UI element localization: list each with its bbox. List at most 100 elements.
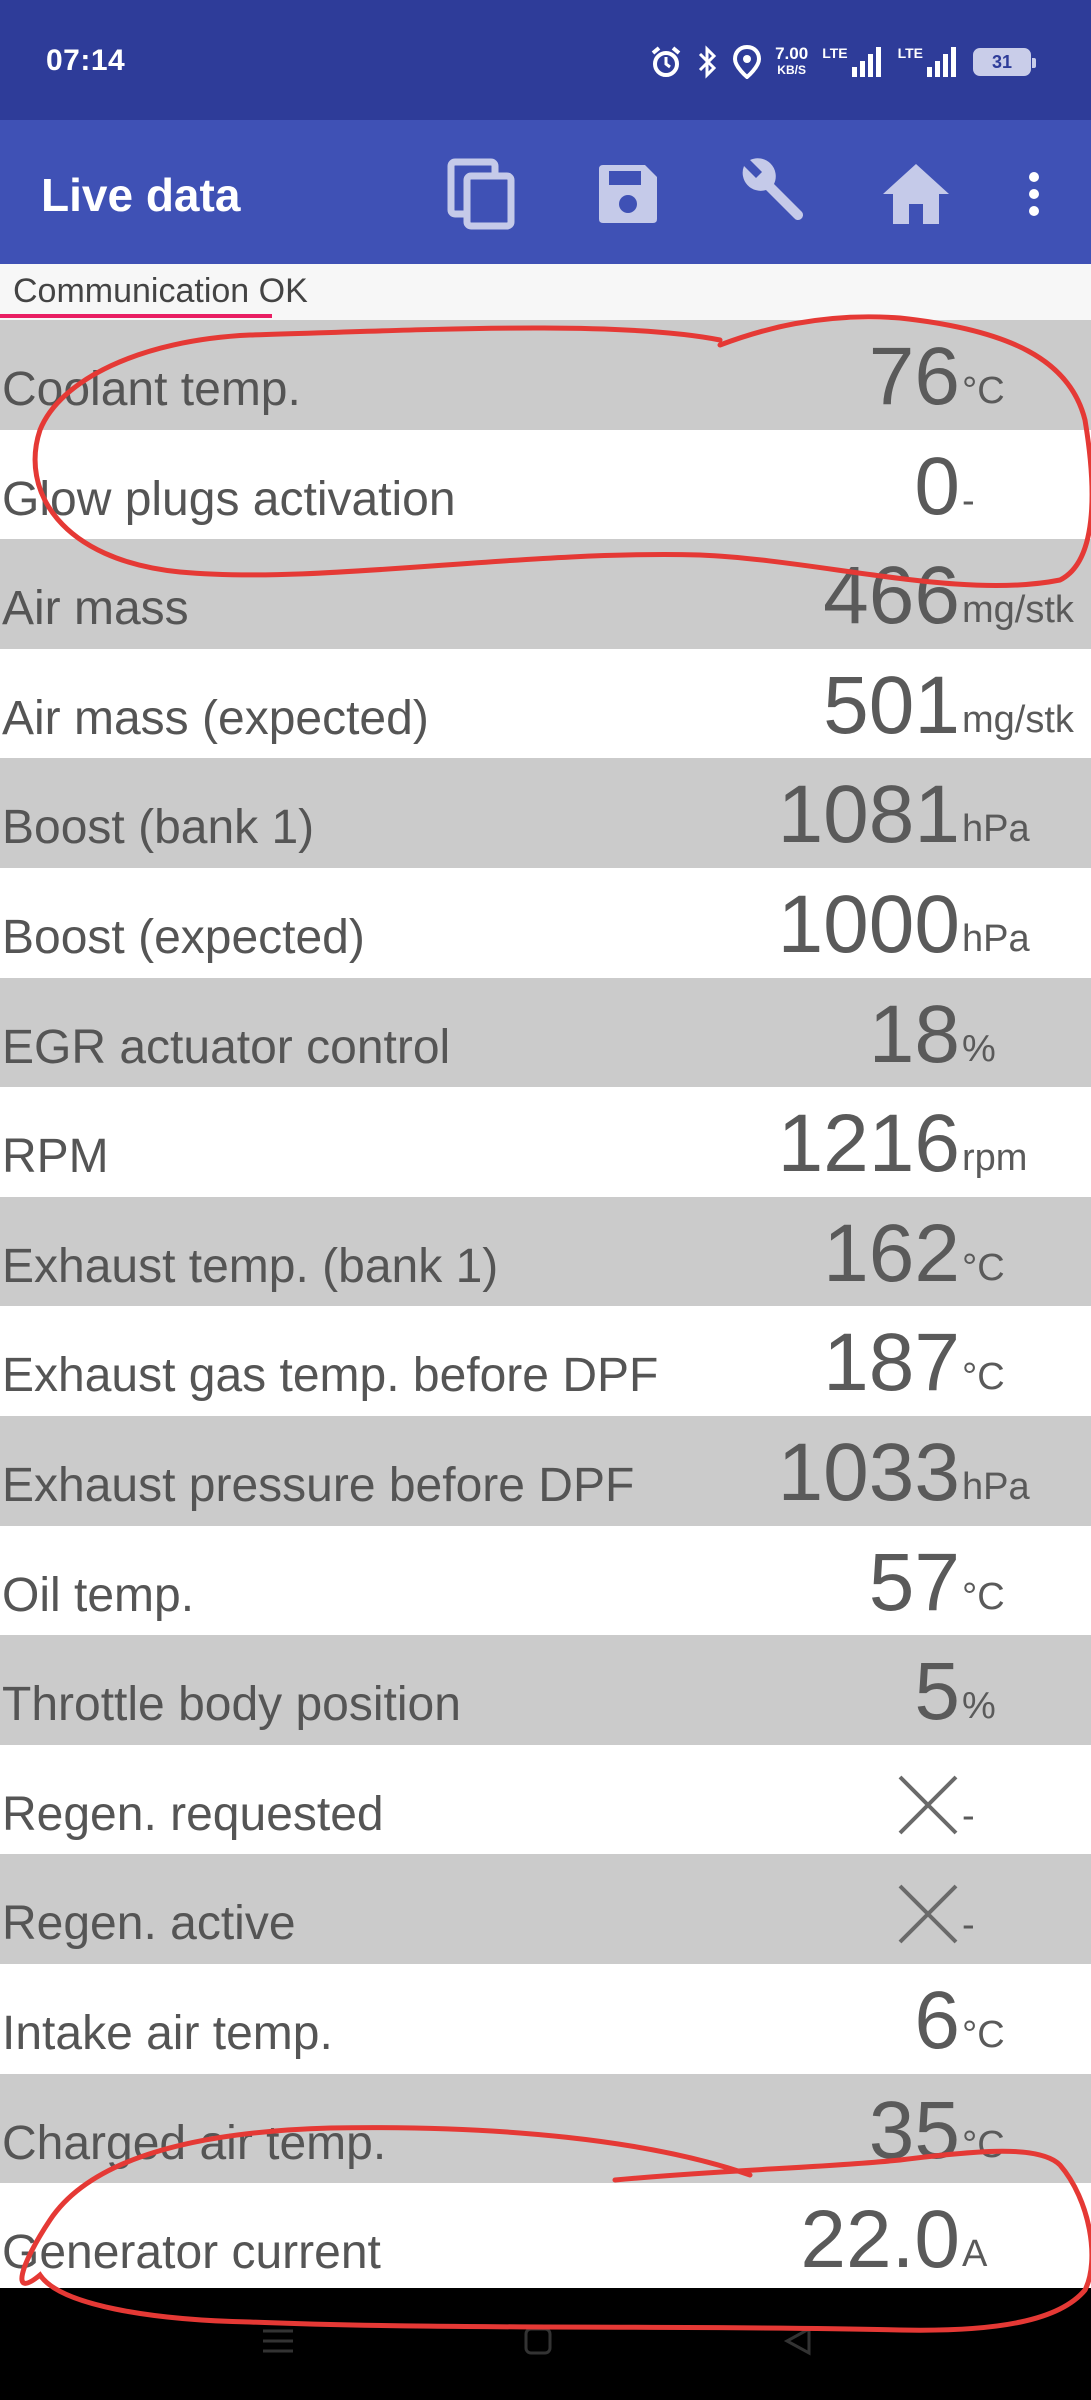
data-row[interactable]: Exhaust pressure before DPF 1033 hPa [0,1415,1091,1526]
data-row-unit: hPa [962,1465,1030,1508]
alarm-icon [649,45,683,79]
data-row-unit: °C [962,1246,1005,1289]
copy-button[interactable] [442,156,522,236]
data-row-unit: °C [962,1356,1005,1399]
home-icon [881,162,951,231]
data-row-unit: °C [962,370,1005,412]
data-row[interactable]: Exhaust gas temp. before DPF 187 °C [0,1306,1091,1416]
data-row-unit: rpm [962,1137,1028,1180]
communication-status: Communication OK [0,264,1091,320]
cross-icon [896,1773,960,1842]
data-row-unit: hPa [962,917,1030,960]
data-row-value: 501 [823,659,960,751]
signal-1-icon: LTE [822,45,883,79]
home-button[interactable] [876,156,956,236]
more-options-button[interactable] [994,156,1074,236]
data-row-label: Boost (expected) [2,910,365,964]
settings-button[interactable] [730,156,810,236]
data-row-label: Exhaust pressure before DPF [2,1458,635,1512]
app-bar: Live data [0,120,1091,264]
data-row-label: Oil temp. [2,1568,195,1622]
network-type-1: LTE [822,45,848,61]
data-row[interactable]: Glow plugs activation 0- [0,430,1091,540]
data-row[interactable]: Boost (bank 1) 1081 hPa [0,758,1091,868]
data-row-label: Regen. active [2,1897,296,1951]
data-row-unit: % [962,1027,996,1070]
data-row-label: Exhaust temp. (bank 1) [2,1239,499,1293]
home-nav-button[interactable] [508,2318,568,2368]
save-icon [595,161,661,232]
data-row[interactable]: Coolant temp. 76 °C [0,320,1091,430]
data-row-value: 76 [868,331,960,422]
data-row-value: 18 [868,988,960,1080]
data-row-label: EGR actuator control [2,1020,451,1074]
data-row-value: 0 [914,440,960,532]
location-icon [733,45,762,79]
back-nav-button[interactable] [768,2318,828,2368]
data-row-value: 57 [868,1536,960,1628]
status-time: 07:14 [46,44,126,77]
data-row-value: 5 [914,1646,960,1738]
net-speed-value: 7.00 [775,44,809,63]
network-type-2: LTE [897,45,923,61]
data-row-label: Air mass (expected) [2,691,429,745]
data-row-label: Intake air temp. [2,2006,333,2060]
net-speed: 7.00 KB/S [775,44,809,78]
data-row-value: 35 [868,2084,960,2176]
data-row-value: 1216 [777,1098,960,1190]
communication-status-text: Communication OK [13,272,308,310]
save-button[interactable] [588,156,668,236]
data-row-unit: - [962,479,975,522]
data-row-label: Boost (bank 1) [2,801,315,855]
data-row-value: 1081 [777,769,960,861]
back-triangle-icon [783,2325,813,2361]
data-row[interactable]: Throttle body position 5% [0,1635,1091,1745]
data-row-value: 466 [823,550,960,642]
data-row-label: Throttle body position [2,1678,461,1732]
data-row[interactable]: Regen. requested - [0,1745,1091,1855]
data-row[interactable]: Regen. active - [0,1854,1091,1964]
battery-level: 31 [991,51,1013,72]
status-bar: 07:14 7.00 KB/S LTE LTE 31 [0,0,1091,120]
data-row[interactable]: Generator current 22.0 A [0,2183,1091,2293]
copy-icon [447,158,517,235]
data-row[interactable]: Oil temp. 57 °C [0,1526,1091,1636]
data-row-unit: A [962,2233,988,2276]
data-row[interactable]: RPM 1216 rpm [0,1087,1091,1197]
live-data-list: Coolant temp. 76 °C Glow plugs activation 0-… [0,320,1091,2293]
data-row-label: Exhaust gas temp. before DPF [2,1349,659,1403]
more-vert-icon [1026,171,1042,222]
data-row[interactable]: Air mass (expected) 501 mg/stk [0,649,1091,759]
data-row-unit: % [962,1685,996,1728]
system-nav-bar [0,2288,1091,2400]
net-speed-unit: KB/S [777,63,806,77]
data-row-value: 1000 [777,878,960,970]
data-row-unit: °C [962,2013,1005,2056]
data-row-label: Regen. requested [2,1787,384,1841]
bluetooth-icon [697,45,719,79]
data-row-unit: hPa [962,808,1030,851]
battery-icon: 31 [973,48,1036,76]
data-row-unit: mg/stk [962,698,1074,741]
data-row[interactable]: Charged air temp. 35 °C [0,2073,1091,2184]
wrench-icon [732,156,808,237]
data-row-value: 22.0 [800,2194,960,2286]
data-row-unit: - [962,1904,975,1947]
data-row[interactable]: Intake air temp. 6 °C [0,1964,1091,2074]
data-row[interactable]: Air mass 466 mg/stk [0,539,1091,649]
cross-icon [896,1882,960,1951]
data-row-unit: °C [962,1575,1005,1618]
status-icons: 7.00 KB/S LTE LTE 31 [649,40,1036,84]
data-row-value: 1033 [777,1426,960,1518]
data-row[interactable]: Boost (expected) 1000 hPa [0,868,1091,978]
data-row-unit: - [962,1794,975,1837]
data-row-unit: °C [962,2123,1005,2166]
data-row-label: Air mass [2,582,189,636]
data-row-label: RPM [2,1130,109,1184]
data-row[interactable]: Exhaust temp. (bank 1) 162 °C [0,1196,1091,1307]
recent-apps-button[interactable] [248,2318,308,2368]
data-row-value: 162 [823,1207,960,1299]
data-row-value: 6 [914,1974,960,2066]
data-row[interactable]: EGR actuator control 18% [0,977,1091,1088]
data-row-value: 187 [823,1317,960,1409]
